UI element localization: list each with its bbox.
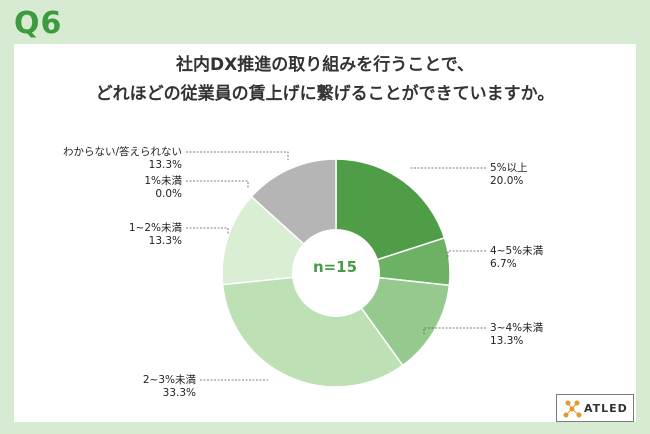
slice-value-0: 20.0% xyxy=(490,175,524,187)
slice-category-1: 4~5%未満 xyxy=(490,245,544,257)
slice-label-0: 5%以上 20.0% xyxy=(490,162,528,188)
slice-category-0: 5%以上 xyxy=(490,162,528,174)
donut-hole xyxy=(292,229,380,317)
logo-text: ATLED xyxy=(584,402,628,415)
slice-category-2: 3~4%未満 xyxy=(490,322,544,334)
slice-value-4: 13.3% xyxy=(148,235,182,247)
slice-value-6: 13.3% xyxy=(148,159,182,171)
slice-category-4: 1~2%未満 xyxy=(128,222,182,234)
chart-title-line2: どれほどの従業員の賃上げに繋げることができていますか。 xyxy=(95,84,555,104)
slice-category-6: わからない/答えられない xyxy=(62,146,182,158)
leader-lines xyxy=(186,151,486,381)
leader-line-5 xyxy=(186,180,249,188)
slice-value-1: 6.7% xyxy=(490,258,517,270)
leader-line-6 xyxy=(186,151,289,160)
slice-label-6: わからない/答えられない 13.3% xyxy=(63,146,182,172)
leader-line-1 xyxy=(447,250,486,258)
slice-value-3: 33.3% xyxy=(162,387,196,399)
slice-value-2: 13.3% xyxy=(490,335,524,347)
slice-category-3: 2~3%未満 xyxy=(142,374,196,386)
sample-size-label: n=15 xyxy=(312,258,358,276)
slice-value-5: 0.0% xyxy=(155,188,182,200)
chart-title-line1: 社内DX推進の取り組みを行うことで、 xyxy=(175,55,475,75)
slice-label-1: 4~5%未満 6.7% xyxy=(490,245,543,271)
leader-line-4 xyxy=(186,227,229,234)
slice-label-2: 3~4%未満 13.3% xyxy=(490,322,543,348)
slice-label-4: 1~2%未満 13.3% xyxy=(129,222,182,248)
atled-logo: ATLED xyxy=(556,394,634,422)
slice-label-3: 2~3%未満 33.3% xyxy=(143,374,196,400)
question-number: Q6 xyxy=(14,6,63,41)
slice-label-5: 1%未満 0.0% xyxy=(144,175,182,201)
slice-category-5: 1%未満 xyxy=(144,175,182,187)
atled-logo-icon xyxy=(563,400,582,418)
donut-slice-3 xyxy=(221,272,404,388)
